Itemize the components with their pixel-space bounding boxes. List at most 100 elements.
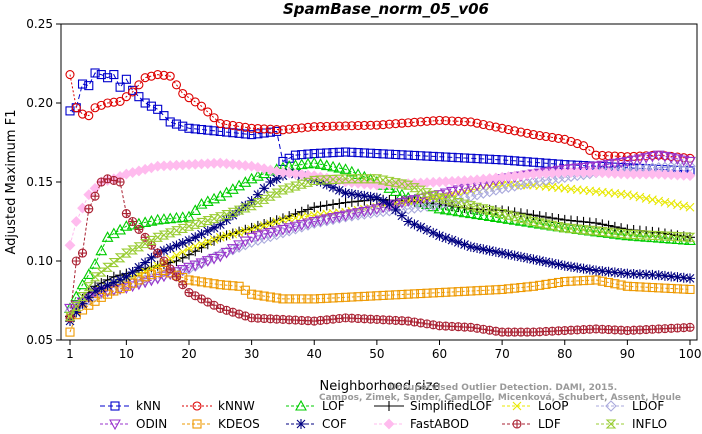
legend-item-kdeos: KDEOS bbox=[182, 417, 260, 431]
data-point-ldf bbox=[128, 216, 138, 227]
data-point-knnw bbox=[422, 116, 432, 126]
data-point-knn bbox=[535, 158, 545, 168]
data-point-kdeos bbox=[215, 280, 225, 290]
data-point-inflo bbox=[108, 258, 120, 268]
data-point-cof bbox=[622, 268, 633, 279]
data-point-knn bbox=[391, 149, 401, 160]
data-point-knnw bbox=[610, 151, 620, 161]
data-point-lof bbox=[183, 210, 195, 222]
data-point-kdeos bbox=[591, 275, 601, 285]
data-point-inflo bbox=[64, 311, 76, 321]
legend-label-knn: kNN bbox=[136, 399, 161, 413]
data-point-knn bbox=[478, 154, 488, 164]
data-point-cof bbox=[209, 222, 220, 233]
data-point-kdeos bbox=[222, 280, 232, 290]
data-point-odin bbox=[276, 224, 289, 236]
data-point-simplifiedlof bbox=[616, 223, 627, 234]
data-point-cof bbox=[390, 204, 401, 215]
data-point-odin bbox=[596, 160, 609, 172]
series-inflo bbox=[64, 174, 696, 321]
legend-item-inflo: INFLO bbox=[596, 417, 667, 431]
data-point-kdeos bbox=[541, 279, 551, 289]
data-point-inflo bbox=[402, 180, 414, 190]
data-point-knnw bbox=[503, 124, 513, 135]
legend-item-ldof: LDOF bbox=[596, 399, 664, 413]
data-point-cof bbox=[158, 245, 169, 256]
x-tick-label: 80 bbox=[557, 347, 572, 361]
data-point-inflo bbox=[189, 219, 201, 229]
data-point-inflo bbox=[684, 232, 696, 242]
data-point-lof bbox=[383, 182, 396, 193]
data-point-odin bbox=[402, 196, 415, 208]
data-point-cof bbox=[396, 210, 407, 221]
data-point-knn bbox=[441, 152, 451, 162]
data-point-odin bbox=[264, 228, 277, 239]
data-point-odin bbox=[239, 236, 252, 248]
data-point-loop bbox=[266, 219, 275, 229]
data-point-ldof bbox=[427, 199, 440, 211]
data-point-lof bbox=[214, 190, 227, 201]
data-point-simplifiedlof bbox=[566, 215, 577, 226]
data-point-ldof bbox=[377, 205, 389, 218]
data-point-inflo bbox=[102, 262, 113, 272]
data-point-kdeos bbox=[265, 292, 275, 302]
data-point-cof bbox=[428, 227, 439, 238]
data-point-knnw bbox=[272, 124, 282, 135]
data-point-cof bbox=[509, 250, 520, 261]
data-point-knnw bbox=[178, 88, 188, 99]
data-point-cof bbox=[102, 280, 113, 291]
data-point-kdeos bbox=[65, 327, 75, 337]
data-point-knnw bbox=[146, 71, 156, 81]
data-point-knn bbox=[397, 150, 407, 160]
data-point-cof bbox=[647, 269, 658, 280]
data-point-lof bbox=[546, 219, 559, 231]
data-point-odin bbox=[270, 226, 283, 238]
data-point-ldf bbox=[159, 256, 169, 266]
data-point-knnw bbox=[466, 117, 476, 127]
x-tick-label: 50 bbox=[369, 347, 384, 361]
data-point-kdeos bbox=[297, 294, 307, 304]
data-point-kdeos bbox=[409, 289, 419, 299]
y-axis: 0.05 0.10 0.15 0.20 0.25 bbox=[26, 17, 61, 347]
data-point-lof bbox=[590, 225, 602, 237]
data-point-lof bbox=[164, 212, 177, 224]
data-point-cof bbox=[83, 292, 94, 303]
data-point-cof bbox=[434, 230, 445, 241]
data-point-inflo bbox=[484, 205, 495, 215]
data-point-kdeos bbox=[284, 294, 294, 304]
data-point-ldof bbox=[552, 172, 565, 184]
data-point-kdeos bbox=[654, 283, 664, 293]
data-point-odin bbox=[189, 260, 202, 272]
data-point-inflo bbox=[158, 230, 170, 240]
legend-label-odin: ODIN bbox=[136, 417, 167, 431]
data-point-lof bbox=[151, 213, 164, 225]
series-loop bbox=[65, 180, 695, 323]
data-point-inflo bbox=[365, 174, 376, 184]
data-point-knn bbox=[341, 147, 351, 157]
data-point-knnw bbox=[265, 124, 275, 134]
data-point-odin bbox=[176, 264, 189, 276]
data-point-inflo bbox=[609, 228, 621, 238]
data-point-inflo bbox=[384, 176, 395, 186]
data-point-cof bbox=[572, 262, 583, 273]
data-point-kdeos bbox=[553, 277, 564, 288]
data-point-odin bbox=[684, 156, 696, 168]
data-point-cof bbox=[259, 183, 270, 194]
data-point-knnw bbox=[109, 97, 119, 107]
data-point-kdeos bbox=[209, 279, 219, 289]
data-point-cof bbox=[597, 266, 608, 277]
data-point-knn bbox=[140, 98, 150, 108]
data-point-inflo bbox=[277, 185, 289, 195]
data-point-kdeos bbox=[578, 276, 589, 286]
data-point-lof bbox=[176, 211, 189, 222]
data-point-inflo bbox=[409, 183, 420, 193]
data-point-knnw bbox=[334, 121, 344, 131]
data-point-inflo bbox=[359, 174, 370, 184]
data-point-knn bbox=[178, 121, 188, 131]
data-point-kdeos bbox=[459, 286, 470, 296]
data-point-knn bbox=[334, 147, 344, 157]
data-point-knn bbox=[190, 124, 200, 134]
chart-title: SpamBase_norm_05_v06 bbox=[283, 0, 489, 18]
data-point-cof bbox=[634, 269, 645, 280]
data-point-knn bbox=[453, 153, 463, 163]
